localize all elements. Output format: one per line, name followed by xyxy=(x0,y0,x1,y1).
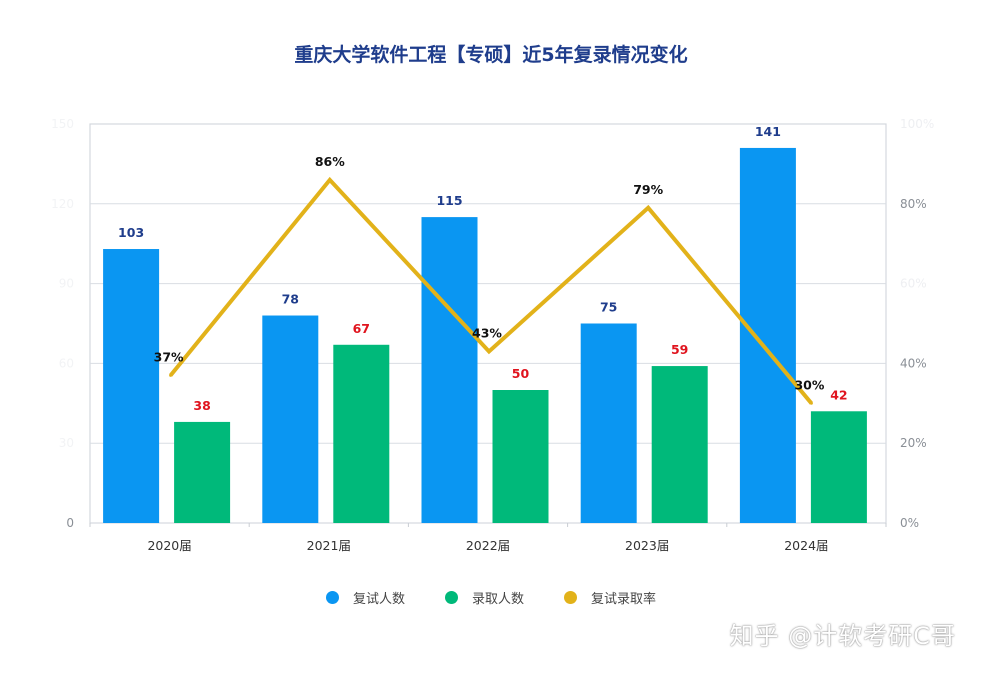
x-tick-label: 2021届 xyxy=(307,538,351,553)
legend-item-rate[interactable]: 复试录取率 xyxy=(564,588,656,607)
line-layer xyxy=(169,176,813,405)
y-right-tick-label: 20% xyxy=(900,436,927,450)
data-label-applicants: 115 xyxy=(436,193,462,208)
point-rate xyxy=(809,401,813,405)
legend: 复试人数 录取人数 复试录取率 xyxy=(0,588,982,607)
legend-swatch-admitted xyxy=(444,591,458,604)
bar-layer xyxy=(103,147,867,523)
axis-layer: 0 30 60 90 120 150 0% 20% 40% 60% 80% 100% 2020届 2021… xyxy=(51,117,934,553)
data-label-rate: 30% xyxy=(794,377,824,392)
y-left-tick-label: 60 xyxy=(59,356,74,370)
bar-applicants xyxy=(739,147,796,523)
bar-applicants xyxy=(421,217,478,523)
bar-applicants xyxy=(262,315,319,523)
x-tick-label: 2023届 xyxy=(625,538,669,553)
data-label-admitted: 67 xyxy=(353,321,370,336)
x-tick-label: 2022届 xyxy=(466,538,510,553)
y-right-tick-label: 40% xyxy=(900,356,927,370)
y-left-tick-label: 0 xyxy=(66,516,74,530)
data-label-admitted: 38 xyxy=(193,398,210,413)
legend-swatch-rate xyxy=(564,591,577,604)
point-rate xyxy=(487,349,491,353)
legend-label-rate: 复试录取率 xyxy=(591,592,657,607)
bar-admitted xyxy=(810,411,867,523)
data-label-rate: 37% xyxy=(154,349,184,364)
y-right-tick-label: 100% xyxy=(900,117,934,131)
y-right-tick-label: 60% xyxy=(900,277,927,291)
legend-label-applicants: 复试人数 xyxy=(352,592,405,607)
data-label-admitted: 42 xyxy=(830,387,847,402)
y-left-tick-label: 150 xyxy=(51,117,74,131)
point-rate xyxy=(169,373,173,377)
data-label-applicants: 141 xyxy=(755,124,781,139)
legend-item-admitted[interactable]: 录取人数 xyxy=(444,588,524,607)
data-label-admitted: 50 xyxy=(512,366,530,381)
x-tick-label: 2020届 xyxy=(147,538,191,553)
bar-applicants xyxy=(103,249,160,523)
x-tick-label: 2024届 xyxy=(784,538,828,553)
legend-label-admitted: 录取人数 xyxy=(471,592,524,607)
data-label-admitted: 59 xyxy=(671,342,688,357)
data-label-applicants: 78 xyxy=(282,292,299,307)
legend-swatch-applicants xyxy=(325,591,339,604)
data-label-rate: 86% xyxy=(315,154,345,169)
point-rate xyxy=(328,178,332,182)
point-rate xyxy=(646,206,650,210)
bar-applicants xyxy=(580,323,637,523)
bar-admitted xyxy=(492,390,549,523)
plot-frame xyxy=(89,123,887,524)
data-label-rate: 79% xyxy=(633,182,663,197)
y-right-tick-label: 0% xyxy=(900,516,919,530)
legend-item-applicants[interactable]: 复试人数 xyxy=(325,588,405,607)
bar-admitted xyxy=(333,344,390,523)
y-left-tick-label: 30 xyxy=(59,436,74,450)
watermark: 知乎 @计软考研C哥 xyxy=(729,622,956,650)
y-right-tick-label: 80% xyxy=(900,197,927,211)
y-left-tick-label: 90 xyxy=(59,277,74,291)
bar-admitted xyxy=(174,421,231,523)
label-layer: 103 78 115 75 141 38 67 50 59 42 37% 86% 43% 79% 30% xyxy=(118,124,848,413)
chart-title: 重庆大学软件工程【专硕】近5年复录情况变化 xyxy=(294,44,688,66)
data-label-rate: 43% xyxy=(472,325,502,340)
y-left-tick-label: 120 xyxy=(51,197,74,211)
bar-admitted xyxy=(651,366,708,523)
data-label-applicants: 75 xyxy=(600,300,617,315)
data-label-applicants: 103 xyxy=(118,225,144,240)
